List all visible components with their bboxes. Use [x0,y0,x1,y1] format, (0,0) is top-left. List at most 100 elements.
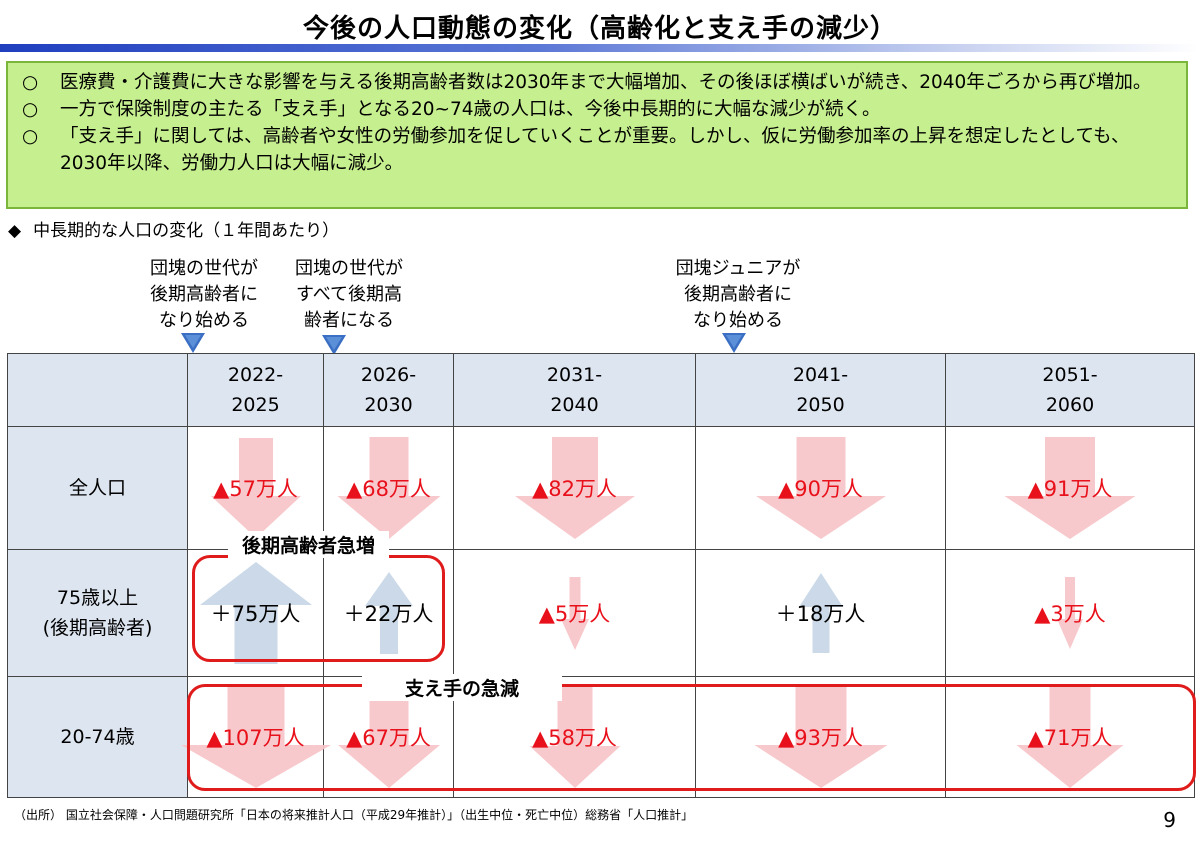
period-start: 2026- [360,364,417,386]
arrow-down-icon [210,438,301,538]
value-cell: ▲58万人 [453,676,696,798]
circle-bullet-icon: ○ [22,126,39,147]
arrow-down-icon [755,437,886,539]
arrow-down-icon [754,686,887,788]
population-change-table: 2022- 2025 2026- 2030 2031- 2040 2041- 2050 … [7,353,1195,798]
row-label: 75歳以上 (後期高齢者) [7,549,188,677]
row-label: 全人口 [7,426,188,550]
value-text: ＋18万人 [775,602,866,626]
callout-junior-boomers-start: 団塊ジュニアが 後期高齢者に なり始める [668,256,808,334]
row-label-text: 20-74歳 [60,726,135,748]
table-row-supporters: 20-74歳 ▲107万人 ▲67万人 ▲58万人 ▲93万人 ▲71万人 [7,676,1195,798]
period-start: 2031- [546,364,603,386]
period-end: 2050 [796,394,845,416]
arrow-down-icon [529,686,620,788]
page-title: 今後の人口動態の変化（高齢化と支え手の減少） [302,14,897,44]
value-text: ▲68万人 [346,477,431,501]
value-cell: ▲107万人 [180,676,331,798]
summary-item: ○ 医療費・介護費に大きな影響を与える後期高齢者数は2030年まで大幅増加、その後… [22,69,1172,96]
period-header: 2022- 2025 [187,353,324,427]
value-text: ▲5万人 [538,602,611,626]
callout-line: すべて後期高 [295,284,403,305]
source-note: （出所） 国立社会保障・人口問題研究所「日本の将来推計人口（平成29年推計）」（… [14,808,694,822]
value-text: ▲3万人 [1034,602,1106,626]
value-text: ▲71万人 [1027,726,1113,750]
table-header-row: 2022- 2025 2026- 2030 2031- 2040 2041- 2050 … [7,353,1195,427]
value-text: ▲91万人 [1027,477,1113,501]
section-subheading: ◆ 中長期的な人口の変化（１年間あたり） [8,216,339,241]
period-start: 2022- [227,364,284,386]
callout-line: なり始める [159,310,249,331]
callout-line: なり始める [693,310,783,331]
summary-item: ○ 一方で保険制度の主たる「支え手」となる20~74歳の人口は、今後中長期的に大幅… [22,96,1172,123]
callout-line: 後期高齢者に [684,284,792,305]
elderly-surge-label: 後期高齢者急増 [228,531,390,558]
value-text: ＋75万人 [210,602,301,626]
value-text: ▲107万人 [206,726,305,750]
triangle-down-icon [322,335,346,355]
period-start: 2041- [792,364,849,386]
arrow-down-icon [1016,686,1124,788]
period-end: 2060 [1045,394,1095,416]
arrow-down-icon [337,437,440,539]
value-cell: ▲93万人 [695,676,946,798]
title-underline-bar [0,44,1200,52]
summary-text: 一方で保険制度の主たる「支え手」となる20~74歳の人口は、今後中長期的に大幅な… [60,99,881,120]
value-text: ▲90万人 [778,477,863,501]
triangle-down-icon [181,333,205,353]
value-cell: ▲5万人 [453,549,696,677]
row-label: 20-74歳 [7,676,188,798]
value-text: ▲57万人 [213,477,298,501]
value-cell: ▲71万人 [945,676,1195,798]
value-text: ▲93万人 [778,726,863,750]
table-row-total: 全人口 ▲57万人 ▲68万人 ▲82万人 ▲90万人 ▲91万人 [7,426,1195,550]
callout-line: 団塊の世代が [150,258,258,279]
arrow-up-icon [364,572,413,654]
value-cell: ▲91万人 [945,426,1195,550]
callout-baby-boomers-all: 団塊の世代が すべて後期高 齢者になる [279,256,419,334]
summary-item: ○ 「支え手」に関しては、高齢者や女性の労働参加を促していくことが重要。しかし、仮… [22,123,1172,177]
arrow-down-icon [514,437,635,539]
value-text: ▲82万人 [532,477,617,501]
value-cell: ▲57万人 [187,426,324,550]
table-row-elderly: 75歳以上 (後期高齢者) ＋75万人 ＋22万人 ▲5万人 ＋18万人 ▲3万人 [7,549,1195,677]
circle-bullet-icon: ○ [22,99,39,120]
arrow-up-icon [798,573,843,653]
row-label-text: 75歳以上 [56,587,139,609]
subheading-text: 中長期的な人口の変化（１年間あたり） [33,221,340,241]
callout-baby-boomers-start: 団塊の世代が 後期高齢者に なり始める [134,256,274,334]
callout-line: 団塊ジュニアが [675,258,801,279]
arrow-down-icon [337,686,440,788]
arrow-down-icon [180,686,331,788]
value-cell: ▲68万人 [323,426,454,550]
summary-box: ○ 医療費・介護費に大きな影響を与える後期高齢者数は2030年まで大幅増加、その後… [6,61,1188,209]
arrow-down-icon [1057,577,1083,649]
period-header: 2031- 2040 [453,353,696,427]
value-text: ▲67万人 [346,726,431,750]
period-header: 2041- 2050 [695,353,946,427]
period-header: 2051- 2060 [945,353,1195,427]
value-cell: ▲3万人 [945,549,1195,677]
callout-line: 後期高齢者に [150,284,258,305]
callout-line: 齢者になる [304,310,394,331]
circle-bullet-icon: ○ [22,72,39,93]
value-cell: ＋18万人 [695,549,946,677]
period-start: 2051- [1042,364,1098,386]
value-cell: ▲90万人 [695,426,946,550]
value-cell: ＋75万人 [187,549,324,677]
table-corner-cell [7,353,188,427]
period-end: 2025 [231,394,280,416]
diamond-bullet-icon: ◆ [8,221,22,241]
summary-text: 「支え手」に関しては、高齢者や女性の労働参加を促していくことが重要。しかし、仮に… [60,126,1130,174]
value-text: ▲58万人 [532,726,617,750]
supporters-decline-label: 支え手の急減 [362,674,562,701]
arrow-up-icon [199,562,312,664]
value-text: ＋22万人 [343,602,434,626]
period-end: 2040 [550,394,599,416]
summary-text: 医療費・介護費に大きな影響を与える後期高齢者数は2030年まで大幅増加、その後ほ… [60,72,1152,93]
value-cell: ＋22万人 [323,549,454,677]
period-end: 2030 [364,394,413,416]
row-label-text: (後期高齢者) [42,617,153,639]
triangle-down-icon [722,333,746,353]
arrow-down-icon [560,576,589,650]
